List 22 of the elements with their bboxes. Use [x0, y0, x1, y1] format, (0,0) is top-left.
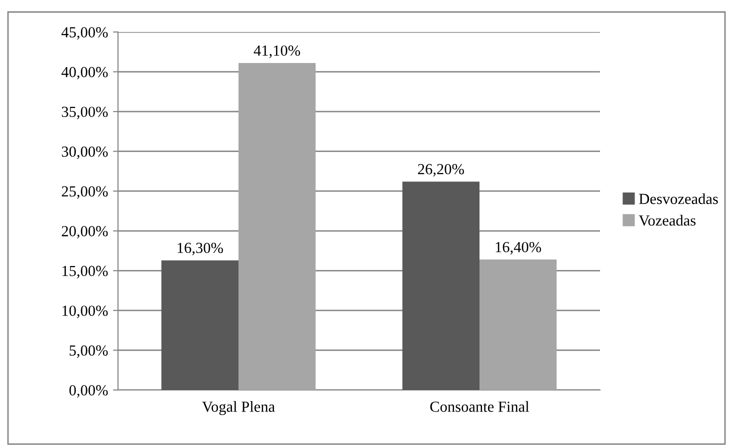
legend-label: Desvozeadas — [639, 193, 718, 204]
bar — [161, 260, 238, 390]
data-label: 26,20% — [418, 164, 464, 176]
data-label: 16,40% — [496, 242, 542, 254]
y-tick-label: 0,00% — [69, 385, 108, 398]
bar — [402, 182, 480, 390]
x-tick-label: Vogal Plena — [202, 401, 275, 416]
bar — [480, 260, 557, 390]
y-tick-label: 5,00% — [70, 345, 108, 358]
bar — [238, 63, 316, 390]
y-tick-label: 10,00% — [62, 306, 108, 318]
data-label: 16,30% — [178, 242, 223, 256]
y-tick-label: 40,00% — [61, 66, 108, 80]
y-tick-label: 30,00% — [62, 146, 108, 159]
legend-label: Vozeadas — [638, 214, 696, 226]
x-tick-label: Consoante Final — [430, 401, 530, 412]
y-tick-label: 45,00% — [61, 27, 108, 40]
y-tick-label: 15,00% — [62, 266, 108, 278]
y-tick-label: 25,00% — [62, 186, 108, 199]
y-tick-label: 35,00% — [62, 106, 108, 120]
data-label: 41,10% — [254, 45, 300, 58]
y-tick-label: 20,00% — [62, 226, 108, 239]
